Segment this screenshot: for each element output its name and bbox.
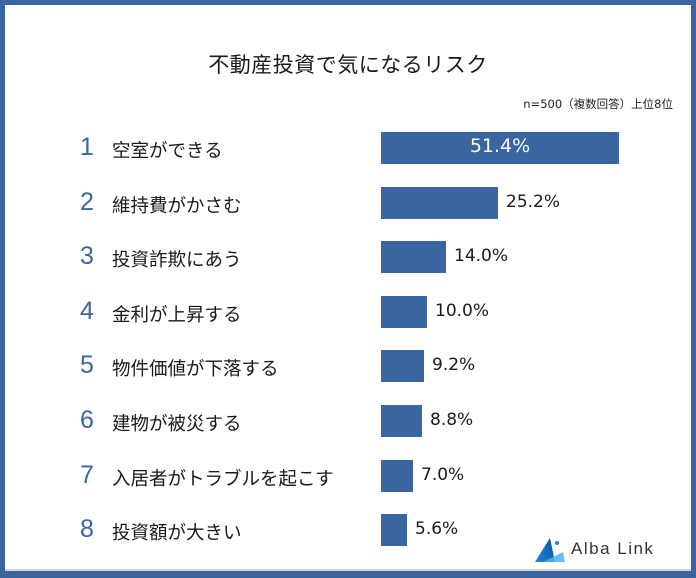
chart-frame: 不動産投資で気になるリスク n=500（複数回答）上位8位 1 空室ができる 51.… — [5, 5, 691, 571]
bar — [381, 241, 446, 274]
value-label: 8.8% — [430, 410, 474, 430]
bar-row: 5 物件価値が下落する 9.2% — [5, 349, 691, 389]
bar-row: 8 投資額が大きい 5.6% — [5, 513, 691, 553]
category-label: 投資額が大きい — [112, 523, 242, 545]
bar-row: 4 金利が上昇する 10.0% — [5, 295, 691, 335]
mountain-triangle-logo-icon — [535, 538, 565, 562]
category-label: 空室ができる — [112, 141, 223, 162]
bar — [381, 459, 413, 492]
bar-row: 1 空室ができる 51.4% — [5, 131, 691, 171]
value-label: 10.0% — [435, 300, 490, 321]
rank-number: 8 — [80, 515, 94, 544]
bar-row: 2 維持費がかさむ 25.2% — [5, 186, 691, 226]
value-label: 7.0% — [421, 464, 465, 485]
chart-title: 不動産投資で気になるリスク — [208, 53, 488, 77]
category-label: 建物が被災する — [112, 414, 242, 435]
value-label: 25.2% — [506, 191, 561, 212]
category-label: 物件価値が下落する — [112, 359, 279, 381]
category-label: 金利が上昇する — [112, 304, 242, 326]
bar — [381, 405, 422, 437]
bar — [381, 186, 498, 219]
bar — [381, 132, 619, 164]
alba-link-logo: Alba Link — [533, 535, 673, 563]
rank-number: 6 — [80, 406, 94, 434]
value-label: 51.4% — [469, 135, 531, 157]
value-label: 14.0% — [454, 246, 509, 267]
bar-row: 7 入居者がトラブルを起こす 7.0% — [5, 459, 691, 499]
bar — [381, 350, 424, 383]
category-label: 入居者がトラブルを起こす — [112, 468, 334, 490]
rank-number: 3 — [80, 242, 94, 271]
category-label: 維持費がかさむ — [112, 195, 242, 217]
bar-row: 6 建物が被災する 8.8% — [5, 404, 691, 444]
bar — [381, 295, 427, 328]
sample-note: n=500（複数回答）上位8位 — [523, 97, 673, 111]
value-label: 5.6% — [415, 519, 459, 540]
bar — [381, 514, 407, 547]
rank-number: 5 — [80, 351, 94, 380]
rank-number: 4 — [80, 296, 94, 325]
logo-text: Alba Link — [571, 539, 655, 558]
bar-row: 3 投資詐欺にあう 14.0% — [5, 240, 691, 280]
category-label: 投資詐欺にあう — [112, 250, 242, 272]
rank-number: 1 — [80, 133, 94, 161]
rank-number: 7 — [80, 460, 94, 489]
value-label: 9.2% — [432, 355, 476, 376]
rank-number: 2 — [80, 187, 94, 216]
